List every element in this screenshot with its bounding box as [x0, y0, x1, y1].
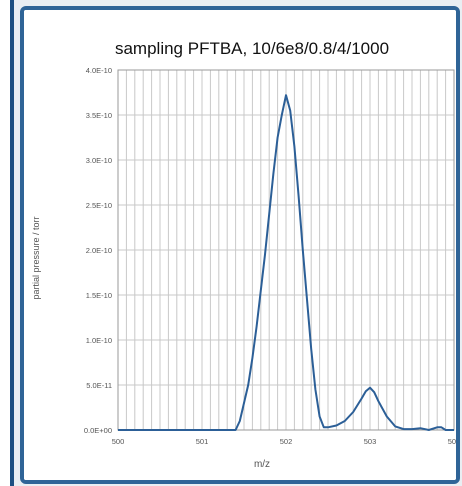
- y-tick-label: 2.5E-10: [86, 201, 112, 210]
- x-axis-tick-labels: 500 501 502 503 504: [112, 437, 456, 446]
- x-tick-label: 500: [112, 437, 125, 446]
- chart-background: [24, 10, 456, 480]
- y-tick-label: 3.5E-10: [86, 111, 112, 120]
- y-tick-label: 5.0E-11: [86, 381, 112, 390]
- x-axis-label: m/z: [254, 459, 270, 470]
- chart-panel: sampling PFTBA, 10/6e8/0.8/4/1000 0.0E+0…: [20, 6, 460, 484]
- x-tick-label: 501: [196, 437, 209, 446]
- x-tick-label: 502: [280, 437, 293, 446]
- y-axis-label: partial pressure / torr: [31, 216, 41, 299]
- y-tick-label: 1.5E-10: [86, 291, 112, 300]
- y-tick-label: 0.0E+00: [84, 426, 112, 435]
- x-tick-label: 503: [364, 437, 377, 446]
- chart-title: sampling PFTBA, 10/6e8/0.8/4/1000: [115, 39, 389, 58]
- y-tick-label: 1.0E-10: [86, 336, 112, 345]
- y-tick-label: 4.0E-10: [86, 66, 112, 75]
- series-line: [118, 94, 454, 431]
- grid-layer: [117, 69, 455, 431]
- y-tick-label: 3.0E-10: [86, 156, 112, 165]
- x-tick-label: 504: [448, 437, 456, 446]
- adjacent-panel-edge: [0, 0, 14, 486]
- plot-area-border: [117, 69, 455, 431]
- y-tick-label: 2.0E-10: [86, 246, 112, 255]
- chart-svg: sampling PFTBA, 10/6e8/0.8/4/1000 0.0E+0…: [24, 10, 456, 480]
- y-axis-tick-labels: 0.0E+00 5.0E-11 1.0E-10 1.5E-10 2.0E-10 2.5E-…: [84, 66, 112, 435]
